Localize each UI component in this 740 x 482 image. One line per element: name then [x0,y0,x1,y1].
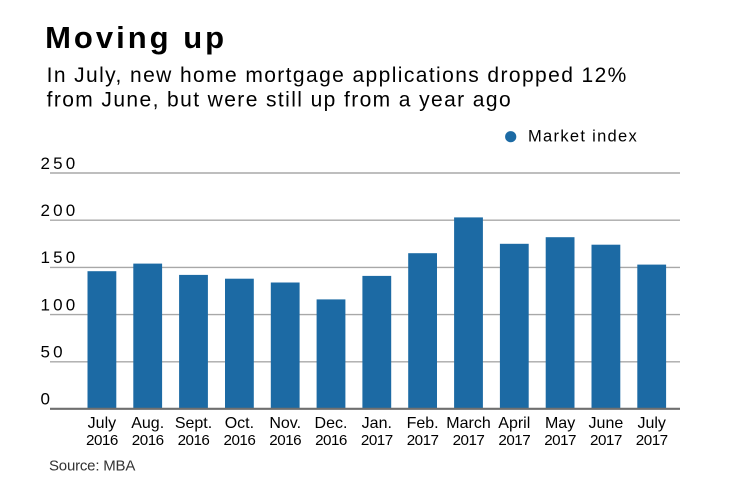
svg-text:100: 100 [41,295,79,314]
svg-text:150: 150 [41,248,79,267]
svg-text:Moving up: Moving up [45,20,227,55]
svg-text:April: April [498,415,530,432]
svg-text:July: July [88,415,116,432]
svg-text:June: June [589,415,624,432]
svg-text:Source: MBA: Source: MBA [49,457,135,474]
svg-text:50: 50 [41,343,66,362]
svg-text:2016: 2016 [86,432,118,449]
svg-text:2016: 2016 [132,432,164,449]
svg-text:2016: 2016 [315,432,347,449]
svg-text:2017: 2017 [590,432,622,449]
svg-text:2017: 2017 [544,432,576,449]
svg-text:200: 200 [41,201,79,220]
svg-text:from June, but were still up f: from June, but were still up from a year… [47,89,512,112]
svg-text:0: 0 [41,389,54,408]
svg-text:2017: 2017 [498,432,530,449]
svg-text:2017: 2017 [453,432,485,449]
svg-text:Sept.: Sept. [175,415,212,432]
svg-text:July: July [637,415,665,432]
svg-text:Feb.: Feb. [407,415,439,432]
svg-text:Oct.: Oct. [225,415,254,432]
svg-text:Nov.: Nov. [269,415,301,432]
svg-text:2016: 2016 [224,432,256,449]
svg-text:March: March [446,415,490,432]
svg-text:2016: 2016 [178,432,210,449]
svg-text:2017: 2017 [361,432,393,449]
svg-text:2017: 2017 [407,432,439,449]
svg-text:2016: 2016 [269,432,301,449]
svg-text:2017: 2017 [636,432,668,449]
svg-text:May: May [545,415,575,432]
svg-text:Jan.: Jan. [362,415,392,432]
svg-text:Aug.: Aug. [131,415,164,432]
svg-text:Dec.: Dec. [315,415,348,432]
svg-text:Market index: Market index [528,127,638,145]
svg-text:250: 250 [41,154,79,173]
svg-text:In July, new home mortgage app: In July, new home mortgage applications … [47,64,628,87]
